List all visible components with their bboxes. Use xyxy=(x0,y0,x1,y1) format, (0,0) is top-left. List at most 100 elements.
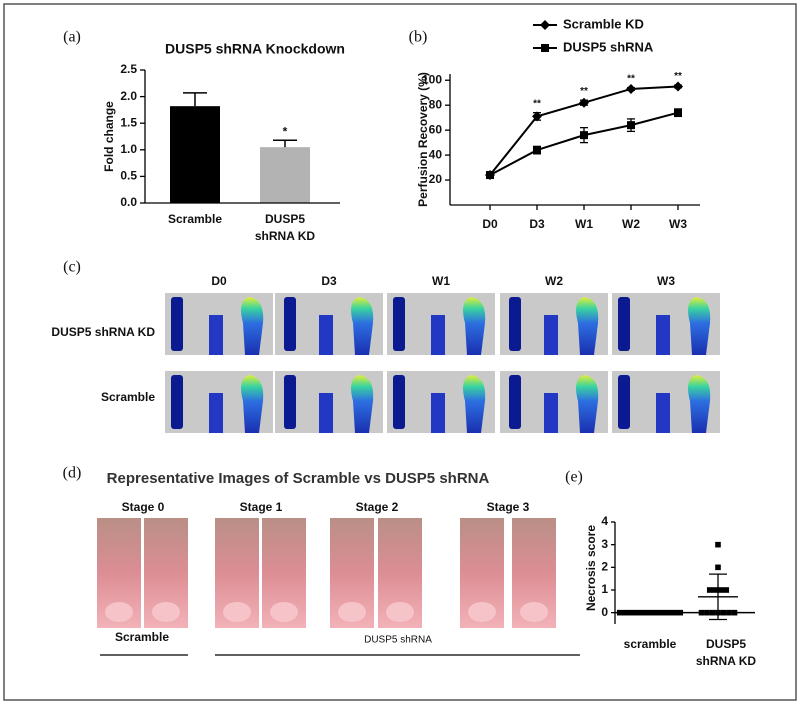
column-header: W2 xyxy=(545,274,563,288)
significance: * xyxy=(283,124,288,138)
data-point xyxy=(720,609,727,616)
leg-signal xyxy=(319,393,333,433)
toe xyxy=(152,602,180,622)
leg-signal xyxy=(544,393,558,433)
x-tick-label: DUSP5 shRNA KD xyxy=(254,212,316,243)
y-tick-label: 40 xyxy=(429,147,443,161)
column-header: D3 xyxy=(321,274,337,288)
toe xyxy=(386,602,414,622)
panel-title: Representative Images of Scramble vs DUS… xyxy=(107,470,490,487)
paw-signal xyxy=(171,297,183,351)
data-point xyxy=(723,587,730,593)
legend-label: DUSP5 shRNA xyxy=(563,39,654,54)
leg-signal xyxy=(431,393,445,433)
y-tick-label: 3 xyxy=(601,537,608,551)
row-label: Scramble xyxy=(101,390,155,404)
stage-label: Stage 1 xyxy=(240,500,283,514)
y-tick-label: 20 xyxy=(429,172,443,186)
paw-signal xyxy=(618,297,630,351)
bar xyxy=(260,147,310,203)
panel-label: (e) xyxy=(565,469,583,486)
data-point xyxy=(704,609,710,616)
x-tick-label: W3 xyxy=(669,217,687,231)
toe xyxy=(338,602,366,622)
x-tick-label: D0 xyxy=(482,217,498,231)
paw-signal xyxy=(241,375,264,433)
legend-marker xyxy=(540,20,550,30)
toe xyxy=(223,602,251,622)
x-tick-label: DUSP5 shRNA KD xyxy=(695,637,757,668)
stage-label: Stage 0 xyxy=(122,500,165,514)
stage-label: Stage 2 xyxy=(356,500,399,514)
stage-label: Stage 3 xyxy=(487,500,530,514)
data-point xyxy=(717,587,724,593)
data-point xyxy=(712,587,719,593)
column-header: W3 xyxy=(657,274,675,288)
y-tick-label: 2.0 xyxy=(120,89,137,103)
data-point xyxy=(671,609,678,616)
paw-signal xyxy=(618,375,630,429)
significance: ** xyxy=(580,86,588,97)
leg-signal xyxy=(656,393,670,433)
figure-border xyxy=(3,3,797,701)
marker xyxy=(533,146,541,155)
legend-marker xyxy=(541,44,549,52)
data-point xyxy=(677,609,684,616)
column-header: D0 xyxy=(211,274,227,288)
paw-signal xyxy=(576,375,599,433)
paw-signal xyxy=(509,375,521,429)
paw-signal xyxy=(241,297,264,355)
y-tick-label: 2 xyxy=(601,560,608,574)
marker xyxy=(627,121,635,130)
leg-signal xyxy=(209,393,223,433)
significance: ** xyxy=(533,98,541,109)
data-point xyxy=(616,609,623,616)
panel-label: (a) xyxy=(63,29,81,46)
significance: ** xyxy=(674,71,682,82)
paw-signal xyxy=(171,375,183,429)
y-tick-label: 1 xyxy=(601,582,608,596)
x-tick-label: W1 xyxy=(575,217,593,231)
significance: ** xyxy=(627,73,635,84)
panel-label: (c) xyxy=(63,259,81,276)
panel-label: (d) xyxy=(63,465,82,482)
group-label: DUSP5 shRNA xyxy=(364,635,432,646)
chart-title: DUSP5 shRNA Knockdown xyxy=(165,41,345,57)
paw-signal xyxy=(284,375,296,429)
data-point xyxy=(715,541,721,548)
y-tick-label: 1.0 xyxy=(120,142,137,156)
marker xyxy=(486,171,494,180)
y-tick-label: 80 xyxy=(429,97,443,111)
x-tick-label: Scramble xyxy=(167,212,223,226)
x-tick-label: D3 xyxy=(529,217,545,231)
toe xyxy=(520,602,548,622)
y-tick-label: 0.5 xyxy=(120,169,137,183)
leg-signal xyxy=(209,315,223,355)
group-label: Scramble xyxy=(115,630,169,644)
leg-signal xyxy=(544,315,558,355)
paw-signal xyxy=(393,375,405,429)
row-label: DUSP5 shRNA KD xyxy=(51,325,155,339)
y-tick-label: 4 xyxy=(601,514,608,528)
data-point xyxy=(731,609,738,616)
y-tick-label: 2.5 xyxy=(120,62,137,76)
data-point xyxy=(622,609,629,616)
leg-signal xyxy=(431,315,445,355)
x-tick-label: W2 xyxy=(622,217,640,231)
marker xyxy=(532,111,542,122)
marker xyxy=(673,81,683,92)
toe xyxy=(270,602,298,622)
y-tick-label: 60 xyxy=(429,122,443,136)
column-header: W1 xyxy=(432,274,450,288)
bar xyxy=(170,106,220,203)
x-tick-label: scramble xyxy=(623,637,677,651)
y-tick-label: 1.5 xyxy=(120,115,137,129)
y-tick-label: 100 xyxy=(422,72,442,86)
paw-signal xyxy=(688,297,711,355)
data-point xyxy=(726,609,732,616)
paw-signal xyxy=(688,375,711,433)
y-tick-label: 0.0 xyxy=(120,195,137,209)
paw-signal xyxy=(509,297,521,351)
